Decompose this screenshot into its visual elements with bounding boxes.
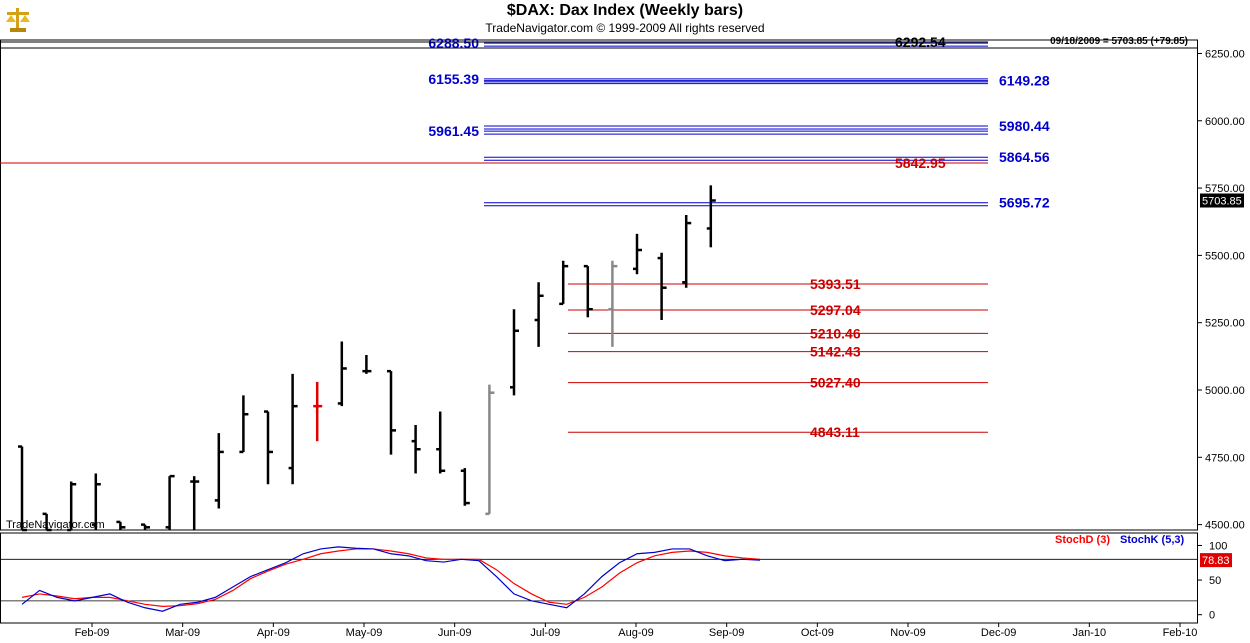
x-tick-label: Nov-09 [890,627,925,639]
level-label: 4843.11 [810,424,860,440]
level-label: 5297.04 [810,302,861,318]
last-price-box [1200,193,1244,208]
level-label: 5980.44 [999,118,1050,134]
price-tick-label: 6000.00 [1205,116,1245,128]
chart-title: $DAX: Dax Index (Weekly bars) [506,2,744,19]
level-label: 5393.51 [810,276,861,292]
stochastic-tick-label: 0 [1209,610,1215,622]
stoch-d-line [21,548,761,607]
stochastic-tick-label: 50 [1209,575,1221,587]
price-tick-label: 5500.00 [1205,250,1245,262]
legend-stochd: StochD (3) [1055,534,1110,546]
level-label: 5695.72 [999,195,1050,211]
x-tick-label: Dec-09 [981,627,1016,639]
price-panel-frame [0,39,1198,531]
level-label: 6149.28 [999,73,1050,89]
price-tick-label: 5000.00 [1205,385,1245,397]
last-price-status: 09/18/2009 = 5703.85 (+79.85) [1050,36,1188,47]
watermark-text: TradeNavigator.com [6,519,105,531]
chart-subtitle: TradeNavigator.com © 1999-2009 All right… [485,21,765,35]
level-label: 5027.40 [810,375,861,391]
stoch-last-label: 78.83 [1202,555,1230,567]
level-label: 6292.54 [895,34,946,50]
price-tick-label: 5250.00 [1205,318,1245,330]
price-tick-label: 4750.00 [1205,452,1245,464]
price-tick-label: 4500.00 [1205,520,1245,532]
gold-scales-logo-icon[interactable] [4,4,32,34]
x-tick-label: Jun-09 [438,627,472,639]
x-tick-label: Mar-09 [165,627,200,639]
x-tick-label: Aug-09 [618,627,653,639]
last-price-label: 5703.85 [1202,196,1242,208]
x-tick-label: Feb-10 [1163,627,1198,639]
x-tick-label: May-09 [346,627,383,639]
price-tick-label: 6250.00 [1205,48,1245,60]
x-tick-label: Apr-09 [257,627,290,639]
level-label: 5210.46 [810,325,861,341]
stochastic-panel-frame [0,532,1198,624]
x-tick-label: Feb-09 [75,627,110,639]
x-tick-label: Oct-09 [801,627,834,639]
x-tick-label: Jul-09 [530,627,560,639]
x-tick-label: Sep-09 [709,627,744,639]
stoch-last-box [1200,553,1232,568]
level-label: 5864.56 [999,149,1050,165]
stochastic-tick-label: 100 [1209,540,1227,552]
level-label: 6155.39 [428,71,479,87]
level-label: 5961.45 [428,123,479,139]
stoch-k-line [21,546,761,612]
level-label: 5842.95 [895,155,946,171]
price-tick-label: 5750.00 [1205,183,1245,195]
x-tick-label: Jan-10 [1073,627,1107,639]
level-label: 5142.43 [810,344,861,360]
level-label: 6288.50 [428,35,479,51]
legend-stochk: StochK (5,3) [1120,534,1185,546]
